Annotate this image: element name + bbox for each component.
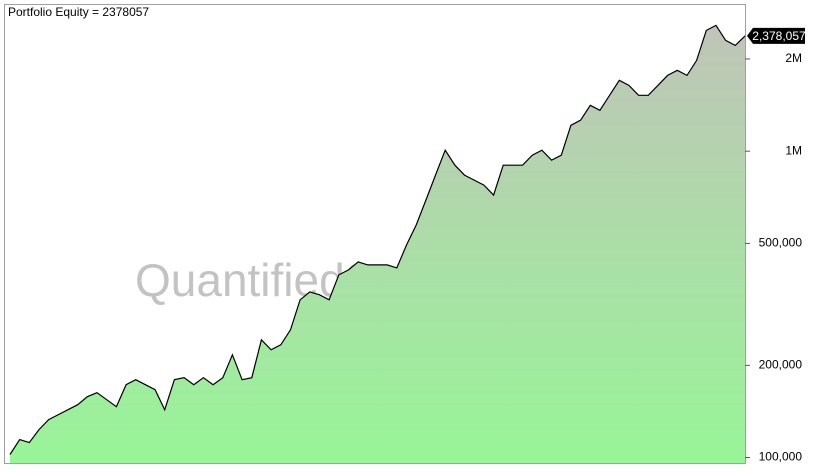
equity-area	[10, 25, 745, 464]
y-tick-label: 100,000	[759, 450, 803, 464]
y-tick-label: 2M	[785, 51, 802, 65]
equity-line	[9, 24, 746, 455]
y-tick-label: 1M	[785, 143, 802, 157]
current-value-label: 2,378,057	[752, 29, 806, 43]
current-value-tag	[747, 27, 805, 44]
y-tick-label: 200,000	[759, 358, 803, 372]
chart-title: Portfolio Equity = 2378057	[8, 5, 149, 19]
y-tick-label: 500,000	[759, 236, 803, 250]
